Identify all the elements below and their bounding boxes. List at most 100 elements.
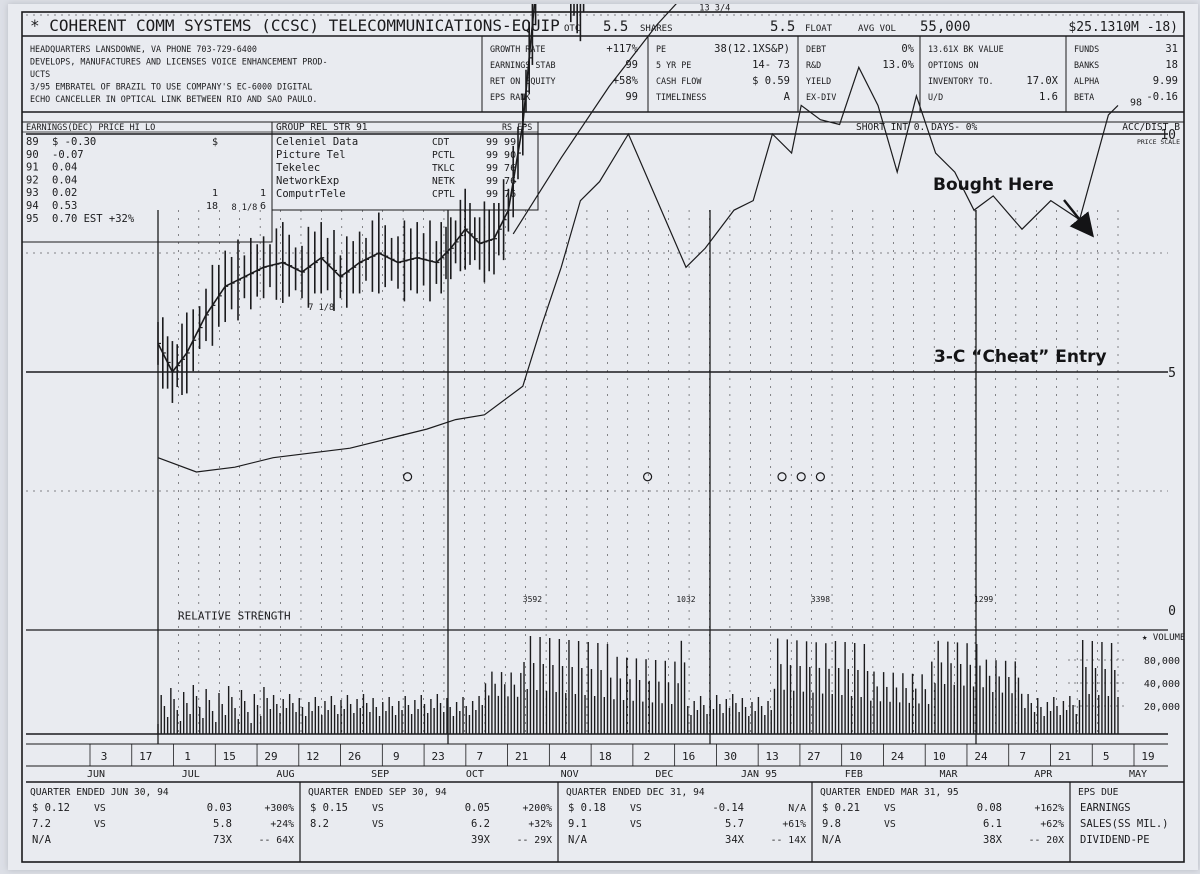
- earnings-eps: 0.53: [52, 200, 77, 212]
- month-label: AUG: [276, 769, 294, 780]
- company-description-line: 3/95 EMBRATEL OF BRAZIL TO USE COMPANY'S…: [30, 82, 312, 92]
- group-company-name: Tekelec: [276, 162, 320, 174]
- bought-here-annotation: Bought Here: [933, 175, 1054, 195]
- group-rs-eps: 99 76: [486, 189, 516, 200]
- earnings-year: 92: [26, 174, 39, 186]
- month-label: SEP: [371, 769, 389, 780]
- quarter-prior: 0.05: [465, 802, 490, 814]
- volume-scale-tick: 80,000: [1144, 656, 1180, 667]
- group-symbol: CDT: [432, 137, 449, 148]
- stat-label: RET ON EQUITY: [490, 76, 556, 86]
- cheat-entry-annotation: 3-C “Cheat” Entry: [934, 347, 1107, 367]
- stat-label: PE: [656, 44, 666, 54]
- market-cap: $25.1310M -18): [1068, 20, 1178, 35]
- quarter-value: 7.2: [32, 818, 51, 830]
- date-tick-label: 5: [1103, 750, 1110, 763]
- date-tick-label: 23: [431, 750, 444, 763]
- bought-here-arrow: [1063, 199, 1094, 238]
- stat-value: 18: [1165, 59, 1178, 71]
- group-rs-eps: 99 76: [486, 163, 516, 174]
- quarter-vs: VS: [630, 803, 642, 814]
- volume-bars: [157, 636, 1119, 734]
- month-label: JUN: [87, 769, 105, 780]
- date-tick-label: 3: [101, 750, 108, 763]
- date-tick-label: 1: [184, 750, 191, 763]
- stat-value: +58%: [613, 75, 639, 87]
- volume-peak-label: 1299: [974, 595, 993, 604]
- group-symbol: NETK: [432, 176, 455, 187]
- earnings-header: EARNINGS(DEC) PRICE HI LO: [26, 123, 155, 133]
- stat-value: A: [784, 91, 791, 103]
- stat-label: EPS RANK: [490, 92, 531, 102]
- price-label: 8 1/8: [231, 203, 257, 213]
- earnings-eps: 0.04: [52, 162, 77, 174]
- quarter-change: +200%: [523, 803, 553, 814]
- date-tick-label: 10: [849, 750, 862, 763]
- company-description-line: HEADQUARTERS LANSDOWNE, VA PHONE 703-729…: [30, 44, 257, 54]
- date-tick-label: 27: [807, 750, 820, 763]
- month-label: MAY: [1129, 769, 1147, 780]
- price-label: 7 1/8: [308, 303, 334, 313]
- company-description-line: UCTS: [30, 69, 50, 79]
- stat-label: R&D: [806, 60, 821, 70]
- stat-label: YIELD: [806, 76, 831, 86]
- quarter-change: +300%: [265, 803, 295, 814]
- otc-label: OTC: [564, 24, 580, 34]
- earnings-eps: 0.70 EST +32%: [52, 213, 135, 225]
- earnings-eps: 0.04: [52, 174, 77, 186]
- group-symbol: CPTL: [432, 189, 455, 200]
- quarter-prior: 5.7: [725, 818, 744, 830]
- quarter-prior: 6.2: [471, 818, 490, 830]
- stat-value: 17.0X: [1026, 75, 1058, 87]
- earnings-marker: [815, 472, 826, 482]
- quarter-value: $ 0.15: [310, 802, 348, 814]
- quarter-header: QUARTER ENDED SEP 30, 94: [308, 787, 447, 798]
- earnings-eps: $ -0.30: [52, 136, 96, 148]
- volume-peak-label: 3592: [523, 595, 542, 604]
- month-label: FEB: [845, 769, 863, 780]
- earnings-price-hi: 18: [206, 201, 218, 212]
- date-tick-label: 24: [974, 750, 988, 763]
- chart-sheet: * COHERENT COMM SYSTEMS (CCSC) TELECOMMU…: [8, 0, 1198, 870]
- ticker-title: * COHERENT COMM SYSTEMS (CCSC) TELECOMMU…: [30, 16, 560, 35]
- month-label: JUL: [182, 769, 200, 780]
- company-description-line: ECHO CANCELLER IN OPTICAL LINK BETWEEN R…: [30, 94, 317, 104]
- earnings-price-hi: 1: [212, 188, 218, 199]
- earnings-marker: [796, 472, 806, 482]
- float-label: FLOAT: [805, 24, 833, 34]
- earnings-marker: [642, 472, 653, 482]
- stat-label: BANKS: [1074, 60, 1099, 70]
- earnings-eps: -0.07: [52, 149, 84, 161]
- month-label: OCT: [466, 769, 484, 780]
- quarter-value: DIVIDEND-PE: [1080, 834, 1150, 846]
- company-description-line: DEVELOPS, MANUFACTURES AND LICENSES VOIC…: [30, 57, 328, 67]
- quarter-prior: 39X: [471, 834, 491, 846]
- date-tick-label: 15: [223, 750, 236, 763]
- relative-strength-label: RELATIVE STRENGTH: [178, 610, 291, 623]
- earnings-price-lo: 6: [260, 201, 266, 212]
- quarter-header: QUARTER ENDED DEC 31, 94: [566, 787, 705, 798]
- quarter-prior: 0.08: [977, 802, 1002, 814]
- earnings-year: 94: [26, 200, 39, 212]
- stat-label: U/D: [928, 92, 943, 102]
- quarter-vs: VS: [372, 803, 384, 814]
- date-tick-label: 21: [1058, 750, 1071, 763]
- moving-average-line: [512, 0, 681, 235]
- date-tick-label: 2: [644, 750, 651, 763]
- date-tick-label: 10: [933, 750, 946, 763]
- quarter-change: -- 64X: [259, 835, 294, 846]
- month-label: DEC: [655, 769, 673, 780]
- volume-peak-label: 1032: [676, 595, 695, 604]
- earnings-year: 91: [26, 162, 39, 174]
- month-label: APR: [1034, 769, 1053, 780]
- quarter-change: +24%: [270, 819, 294, 830]
- stat-label: TIMELINESS: [656, 92, 706, 102]
- stat-label: 13.61X BK VALUE: [928, 44, 1004, 54]
- date-tick-label: 26: [348, 750, 361, 763]
- stat-value: 99: [625, 91, 638, 103]
- date-tick-label: 24: [891, 750, 905, 763]
- earnings-year: 90: [26, 149, 39, 161]
- quarter-prior: -0.14: [712, 802, 744, 814]
- earnings-marker: [777, 472, 787, 482]
- date-tick-label: 7: [1019, 750, 1026, 763]
